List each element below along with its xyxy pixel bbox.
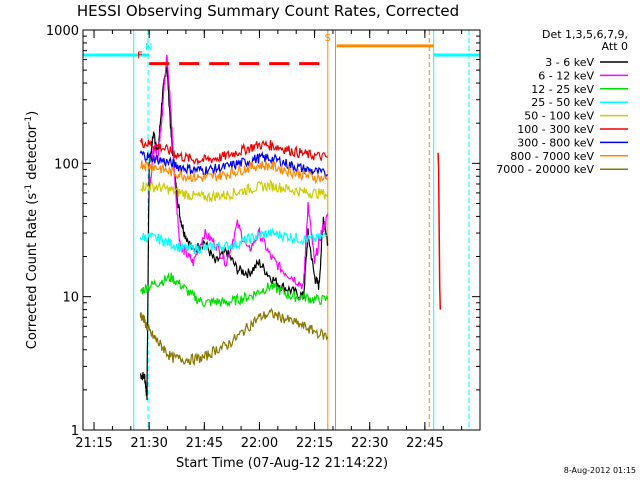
legend-label: 3 - 6 keV bbox=[545, 56, 594, 69]
x-tick-label: 22:45 bbox=[406, 436, 443, 451]
x-tick-label: 21:30 bbox=[130, 436, 167, 451]
x-tick-label: 22:15 bbox=[296, 436, 333, 451]
legend-label: 50 - 100 keV bbox=[524, 110, 594, 123]
series-line-25-50-kev bbox=[139, 226, 328, 255]
series-line-800-7000-kev bbox=[139, 160, 328, 185]
post-gap-spike bbox=[437, 152, 442, 310]
flag-label-n: N bbox=[145, 42, 152, 53]
x-tick-label: 22:00 bbox=[241, 436, 278, 451]
x-tick-label: 22:30 bbox=[351, 436, 388, 451]
series-line-3-6-kev bbox=[139, 66, 329, 401]
legend-label: 800 - 7000 keV bbox=[510, 150, 594, 163]
series-line-50-100-kev bbox=[140, 179, 329, 204]
x-axis-title: Start Time (07-Aug-12 21:14:22) bbox=[176, 456, 388, 471]
legend-label: 12 - 25 keV bbox=[531, 83, 594, 96]
plot-frame bbox=[82, 29, 481, 431]
y-axis-title-part: ) bbox=[25, 111, 40, 116]
y-tick-label: 1000 bbox=[46, 24, 79, 39]
y-tick-label: 10 bbox=[62, 291, 79, 306]
y-axis-title-exponent: -1 bbox=[24, 116, 34, 125]
y-tick-label: 100 bbox=[54, 157, 79, 172]
axes: 1 10 100 1000 21:15 21:30 21:45 22:00 22:15 22:30… bbox=[46, 24, 480, 451]
chart-title: HESSI Observing Summary Count Rates, Cor… bbox=[77, 2, 459, 20]
legend-header-detectors: Det 1,3,5,6,7,9, bbox=[542, 28, 628, 41]
flag-label-f: F bbox=[137, 51, 143, 62]
y-axis-title-part: Corrected Count Rate (s bbox=[25, 193, 40, 350]
legend-label: 100 - 300 keV bbox=[517, 123, 594, 136]
y-axis-title: Corrected Count Rate (s-1 detector-1) bbox=[24, 111, 40, 349]
legend-header-attenuator: Att 0 bbox=[602, 40, 628, 53]
series-line-100-300-kev bbox=[139, 138, 328, 166]
legend-label: 300 - 800 keV bbox=[517, 136, 594, 149]
x-tick-label: 21:15 bbox=[75, 436, 112, 451]
series-line-7000-20000-kev bbox=[139, 307, 329, 367]
y-tick-label: 1 bbox=[71, 424, 79, 439]
y-axis-title-exponent: -1 bbox=[24, 184, 34, 193]
generation-timestamp: 8-Aug-2012 01:15 bbox=[564, 466, 636, 475]
legend-label: 7000 - 20000 keV bbox=[496, 163, 594, 176]
flag-label-s: S bbox=[325, 33, 331, 44]
x-tick-label: 21:45 bbox=[186, 436, 223, 451]
series-line-12-25-kev bbox=[139, 272, 329, 308]
legend-label: 6 - 12 keV bbox=[538, 69, 594, 82]
y-axis-title-part: detector bbox=[25, 124, 40, 184]
plot-area: NF S bbox=[83, 30, 480, 430]
legend-label: 25 - 50 keV bbox=[531, 96, 594, 109]
